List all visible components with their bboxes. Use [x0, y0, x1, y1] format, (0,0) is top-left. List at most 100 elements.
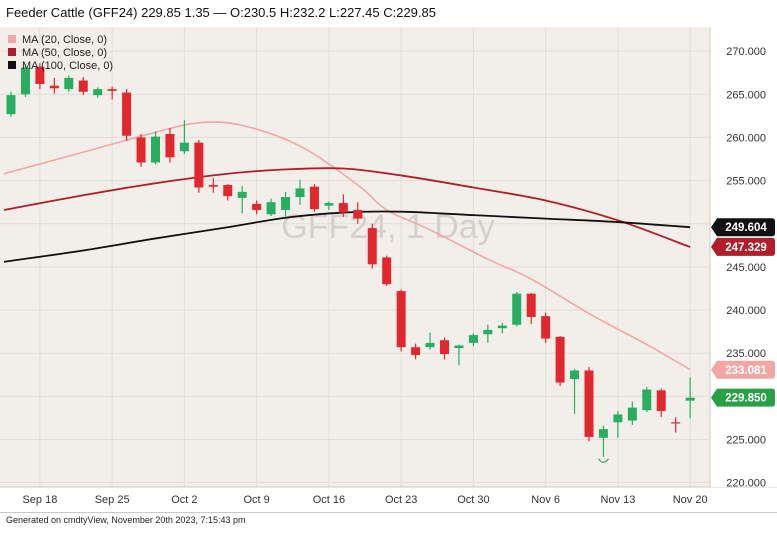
candle: [324, 201, 334, 210]
candle-body: [6, 95, 16, 115]
candle-body: [425, 342, 435, 348]
vertical-grid: [39, 27, 691, 487]
candle: [425, 332, 435, 350]
candle: [382, 255, 392, 286]
candle-body: [541, 316, 551, 339]
price-tags: 249.604 247.329 233.081 229.850: [711, 218, 775, 407]
candle-body: [512, 293, 522, 325]
candle: [598, 425, 608, 457]
candle-body: [353, 209, 363, 219]
candle: [353, 202, 363, 224]
price-tag-label: 229.850: [725, 393, 767, 405]
x-tick-label: Nov 13: [600, 494, 635, 506]
candle-body: [396, 291, 406, 348]
candle-body: [151, 136, 160, 163]
candle-body: [468, 335, 478, 343]
candle-body: [570, 370, 580, 380]
candle-body: [237, 191, 247, 198]
candle: [295, 179, 305, 205]
x-tick-label: Nov 20: [673, 494, 708, 506]
legend-swatch: [8, 61, 16, 69]
candle: [64, 75, 74, 92]
candle: [497, 323, 507, 334]
candle-body: [266, 202, 276, 215]
candle-body: [598, 429, 608, 438]
x-tick-label: Oct 23: [385, 494, 417, 506]
price-tag-label: 247.329: [725, 242, 767, 254]
candle-body: [454, 345, 464, 349]
legend-swatch: [8, 35, 16, 43]
x-axis: Sep 18 Sep 25 Oct 2 Oct 9 Oct 16 Oct 23 Oct 30…: [22, 494, 707, 506]
y-tick-label: 270.000: [726, 46, 766, 58]
price-tag-box: [711, 237, 775, 256]
candle-body: [411, 347, 421, 355]
legend-swatch: [8, 48, 16, 56]
candle-body: [35, 66, 45, 84]
legend: MA (20, Close, 0)MA (50, Close, 0)MA (10…: [8, 34, 113, 72]
footer-text: Generated on cmdtyView, November 20th 20…: [6, 515, 246, 525]
candle: [151, 131, 160, 165]
candle: [208, 178, 218, 193]
price-tag-box: [711, 388, 775, 407]
candle: [309, 184, 319, 212]
candle-body: [526, 293, 536, 317]
price-tag-box: [711, 360, 775, 379]
candle: [49, 77, 59, 94]
candle: [35, 63, 45, 90]
candle-body: [295, 188, 305, 198]
legend-label: MA (50, Close, 0): [22, 47, 107, 59]
x-tick-label: Sep 25: [95, 494, 130, 506]
candle: [223, 184, 233, 201]
candle: [440, 337, 449, 360]
candle: [685, 377, 695, 419]
candle-body: [93, 89, 103, 96]
candle: [266, 198, 276, 217]
y-tick-label: 225.000: [726, 435, 766, 447]
chart-title: Feeder Cattle (GFF24) 229.85 1.35 — O:23…: [6, 5, 436, 20]
candle: [122, 89, 132, 141]
candle-body: [613, 414, 623, 423]
candle: [237, 185, 247, 214]
y-axis-background: [711, 27, 777, 487]
x-tick-label: Oct 2: [171, 494, 197, 506]
candle: [483, 324, 493, 343]
candle: [526, 292, 536, 324]
legend-label: MA (100, Close, 0): [22, 60, 113, 72]
candle-body: [440, 340, 449, 355]
price-tag: 229.850: [711, 388, 775, 407]
candle-body: [309, 186, 319, 210]
candle: [179, 120, 189, 154]
candle: [454, 344, 464, 366]
candle: [468, 333, 478, 347]
candle-body: [497, 325, 507, 329]
y-tick-label: 240.000: [726, 305, 766, 317]
candle-body: [483, 329, 493, 335]
candle: [642, 386, 652, 412]
candle: [93, 87, 103, 98]
candle: [584, 367, 594, 442]
y-axis: 270.000265.000260.000255.000250.000245.0…: [711, 27, 777, 490]
x-tick-label: Oct 16: [313, 494, 345, 506]
candle-body: [194, 142, 204, 188]
price-tag-label: 249.604: [725, 222, 767, 234]
candle: [671, 417, 681, 433]
candle-body: [208, 184, 218, 187]
plot-background: [0, 27, 710, 487]
candle: [78, 77, 88, 96]
candle: [194, 140, 204, 193]
candle-body: [49, 85, 59, 89]
candle-body: [252, 203, 262, 210]
candle-body: [122, 92, 132, 136]
candle-body: [20, 67, 30, 95]
legend-label: MA (20, Close, 0): [22, 34, 107, 46]
candle: [165, 127, 175, 163]
candle-body: [367, 228, 377, 265]
candle-body: [671, 422, 681, 424]
candle: [555, 335, 565, 387]
y-tick-label: 220.000: [726, 478, 766, 490]
candle: [20, 64, 30, 97]
candle-body: [656, 390, 666, 412]
y-tick-label: 235.000: [726, 348, 766, 360]
